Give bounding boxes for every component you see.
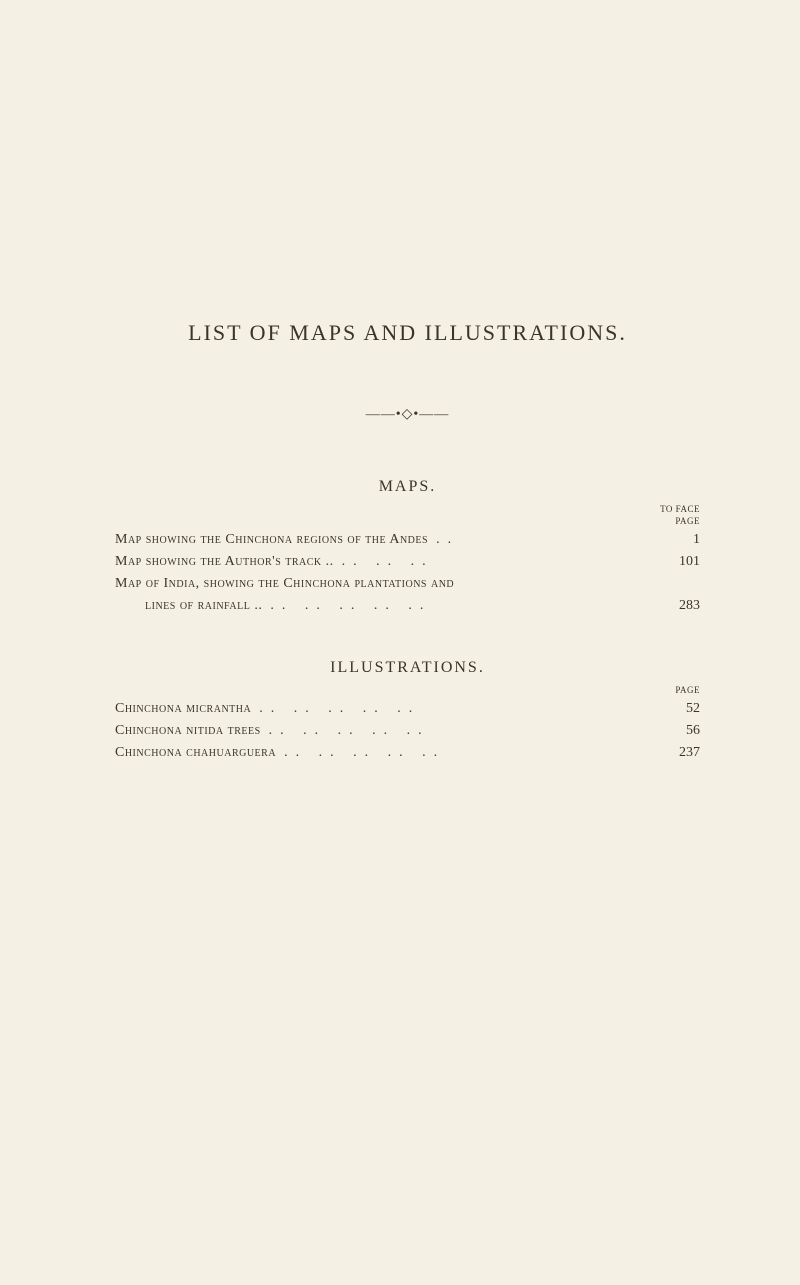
illustrations-section: ILLUSTRATIONS. PAGE Chinchona micrantha … <box>115 659 700 761</box>
face-label: TO FACE <box>115 504 700 514</box>
entry-dots: .. <box>436 532 652 548</box>
entry-text: Chinchona chahuarguera <box>115 745 276 761</box>
list-entry: Chinchona chahuarguera .. .. .. .. .. 23… <box>115 745 700 761</box>
entry-dots: .. .. .. .. .. <box>284 745 652 761</box>
entry-dots: .. .. .. .. .. <box>270 598 652 614</box>
entry-dots: .. .. .. .. .. <box>259 701 652 717</box>
entry-dots: .. .. .. .. .. <box>269 723 652 739</box>
maps-heading: MAPS. <box>115 478 700 496</box>
entry-text: Map of India, showing the Chinchona plan… <box>115 576 454 592</box>
list-entry-continuation: lines of rainfall .. .. .. .. .. .. 283 <box>115 598 700 614</box>
list-entry: Map showing the Author's track .. .. .. … <box>115 554 700 570</box>
entry-text: lines of rainfall .. <box>145 598 262 614</box>
document-page: LIST OF MAPS AND ILLUSTRATIONS. ——•◇•—— … <box>0 0 800 866</box>
entry-dots: .. .. .. <box>342 554 652 570</box>
list-entry: Map showing the Chinchona regions of the… <box>115 532 700 548</box>
entry-page: 283 <box>660 598 700 614</box>
page-label: PAGE <box>115 685 700 695</box>
entry-page: 52 <box>660 701 700 717</box>
entry-page: 1 <box>660 532 700 548</box>
ornament-divider: ——•◇•—— <box>115 406 700 423</box>
maps-section: MAPS. TO FACE PAGE Map showing the Chinc… <box>115 478 700 614</box>
entry-text: Map showing the Author's track .. <box>115 554 334 570</box>
entry-page: 101 <box>660 554 700 570</box>
list-entry: Map of India, showing the Chinchona plan… <box>115 576 700 592</box>
entry-text: Chinchona nitida trees <box>115 723 261 739</box>
illustrations-heading: ILLUSTRATIONS. <box>115 659 700 677</box>
entry-text: Chinchona micrantha <box>115 701 251 717</box>
list-entry: Chinchona micrantha .. .. .. .. .. 52 <box>115 701 700 717</box>
list-entry: Chinchona nitida trees .. .. .. .. .. 56 <box>115 723 700 739</box>
entry-text: Map showing the Chinchona regions of the… <box>115 532 428 548</box>
page-label: PAGE <box>115 516 700 526</box>
main-title: LIST OF MAPS AND ILLUSTRATIONS. <box>115 320 700 346</box>
entry-page: 56 <box>660 723 700 739</box>
entry-page: 237 <box>660 745 700 761</box>
